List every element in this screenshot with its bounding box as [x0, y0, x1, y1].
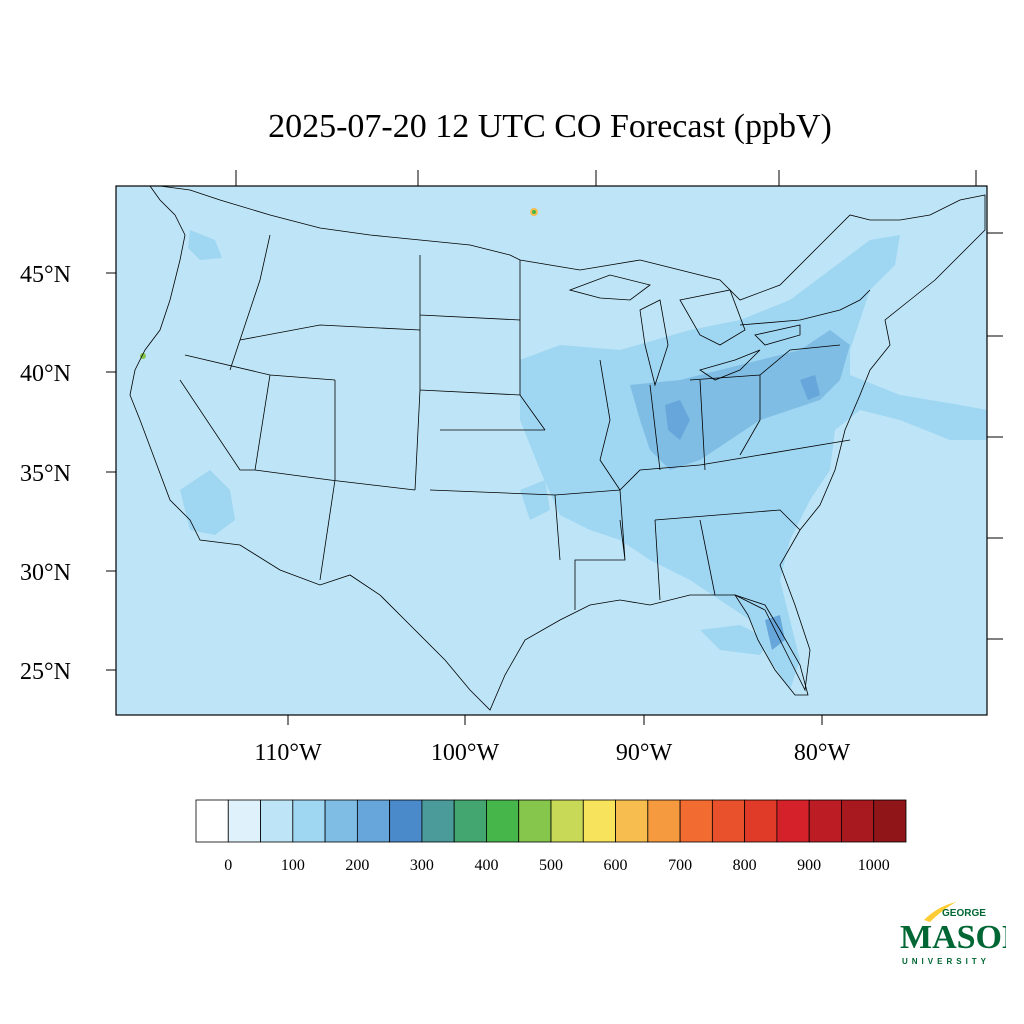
enhanced-co-region [520, 235, 987, 690]
colorbar-swatch [421, 799, 455, 843]
latitude-labels: 45°N 40°N 35°N 30°N 25°N [20, 262, 71, 685]
colorbar-swatch [615, 799, 649, 843]
axis-ticks [106, 170, 1003, 725]
lat-label: 30°N [20, 560, 71, 586]
colorbar-label: 200 [345, 857, 369, 874]
colorbar-swatch [195, 799, 229, 843]
high-co-core [665, 375, 820, 650]
colorbar-label: 500 [539, 857, 563, 874]
colorbar-swatch [518, 799, 552, 843]
colorbar-swatch [873, 799, 907, 843]
us-outline [129, 185, 986, 711]
fire-hotspot [532, 210, 536, 214]
boundaries [129, 185, 986, 711]
high-co-region [630, 330, 850, 470]
colorbar-swatch [227, 799, 261, 843]
colorbar-label: 100 [281, 857, 305, 874]
enhanced-co-gulf [700, 625, 770, 655]
enhanced-co-west-1 [180, 470, 235, 535]
longitude-labels: 110°W 100°W 90°W 80°W [254, 740, 850, 766]
colorbar-swatch [356, 799, 391, 843]
colorbar-swatch [550, 799, 584, 843]
colorbar-swatch [679, 799, 713, 843]
colorbar-label: 0 [224, 857, 232, 874]
enhanced-co-texas [520, 480, 550, 520]
logo-text-university: UNIVERSITY [902, 957, 990, 966]
state-lines [179, 234, 871, 610]
lat-label: 25°N [20, 659, 71, 685]
co-concentration-field [140, 208, 987, 690]
colorbar-labels: 0 100 200 300 400 500 600 700 800 900 1000 [224, 857, 889, 874]
colorbar-swatch [841, 799, 875, 843]
colorbar-swatch [453, 799, 487, 843]
colorbar-swatch [776, 799, 810, 843]
colorbar-swatch [486, 799, 520, 843]
colorbar-swatch [647, 799, 681, 843]
lon-label: 100°W [431, 740, 500, 766]
colorbar-label: 800 [733, 857, 757, 874]
colorbar-label: 900 [797, 857, 821, 874]
colorbar-swatch [808, 799, 842, 843]
colorbar-swatch [260, 799, 294, 843]
lat-label: 45°N [20, 262, 71, 288]
colorbar-label: 1000 [858, 857, 890, 874]
lat-label: 40°N [20, 361, 71, 387]
colorbar-swatch [389, 799, 423, 843]
colorbar-swatch [292, 799, 326, 843]
logo-text-george: GEORGE [942, 908, 986, 919]
lon-label: 90°W [616, 740, 673, 766]
colorbar-swatch [711, 799, 746, 843]
logo-text-mason: MASON [900, 919, 1006, 956]
colorbar-label: 400 [474, 857, 498, 874]
colorbar-label: 700 [668, 857, 692, 874]
lon-label: 110°W [254, 740, 322, 766]
page-title: 2025-07-20 12 UTC CO Forecast (ppbV) [268, 108, 832, 145]
lat-label: 35°N [20, 461, 71, 487]
great-lakes [568, 274, 801, 387]
colorbar-swatch [582, 799, 616, 843]
enhanced-co-west-2 [188, 230, 222, 260]
map-panel [115, 185, 988, 716]
logo-swoosh [924, 902, 956, 922]
colorbar-swatch [744, 799, 778, 843]
colorbar-label: 300 [410, 857, 434, 874]
colorbar-swatch [324, 799, 358, 843]
colorbar [195, 799, 907, 843]
colorbar-label: 600 [604, 857, 628, 874]
lon-label: 80°W [794, 740, 851, 766]
george-mason-logo: GEORGE MASON UNIVERSITY [900, 902, 1006, 966]
florida-peninsula [734, 594, 809, 696]
